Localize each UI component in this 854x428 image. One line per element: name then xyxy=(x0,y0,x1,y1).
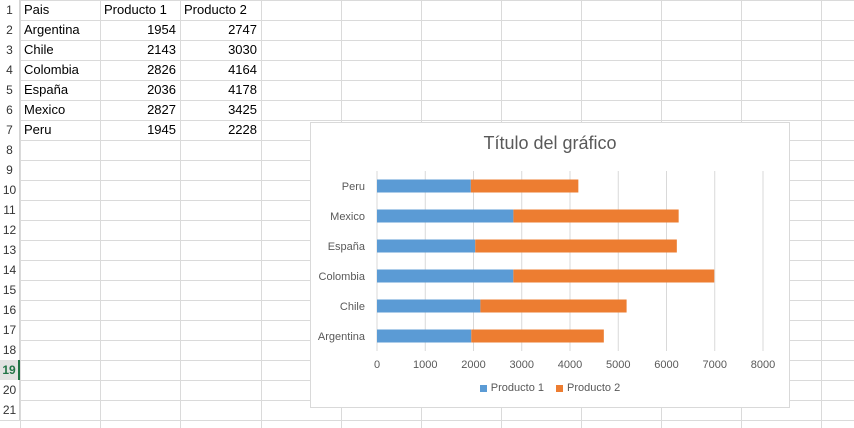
x-tick-label: 4000 xyxy=(558,359,582,371)
bar-mexico-producto-2[interactable] xyxy=(513,209,679,223)
x-tick-label: 7000 xyxy=(703,359,727,371)
data-cell[interactable]: 3030 xyxy=(228,42,257,57)
row-gridline xyxy=(0,40,854,41)
category-label: Argentina xyxy=(318,331,366,343)
bar-chile-producto-1[interactable] xyxy=(377,299,481,313)
chart-plot-area: 0 1000 2000 3000 4000 5000 6000 7000 8000 Argenti… xyxy=(318,171,775,371)
row-gridline xyxy=(0,20,854,21)
category-label: Colombia xyxy=(319,271,366,283)
row-header-11[interactable]: 11 xyxy=(0,200,20,220)
row-header-5[interactable]: 5 xyxy=(0,80,20,100)
legend-swatch xyxy=(479,384,487,392)
header-cell[interactable]: Pais xyxy=(24,2,50,17)
legend-item[interactable]: Producto 2 xyxy=(556,382,620,394)
bar-peru-producto-1[interactable] xyxy=(377,179,471,193)
x-tick-label: 6000 xyxy=(654,359,678,371)
row-header-16[interactable]: 16 xyxy=(0,300,20,320)
bar-mexico-producto-1[interactable] xyxy=(377,209,514,223)
chart-title[interactable]: Título del gráfico xyxy=(483,133,617,153)
row-header-12[interactable]: 12 xyxy=(0,220,20,240)
category-label: Chile xyxy=(340,301,365,313)
data-cell[interactable]: España xyxy=(24,82,69,97)
data-cell[interactable]: 4178 xyxy=(228,82,257,97)
bar-chile-producto-2[interactable] xyxy=(480,299,627,313)
row-header-9[interactable]: 9 xyxy=(0,160,20,180)
row-gridline xyxy=(0,120,854,121)
bar-españa-producto-2[interactable] xyxy=(475,239,677,253)
data-cell[interactable]: Colombia xyxy=(24,62,79,77)
bar-peru-producto-2[interactable] xyxy=(470,179,579,193)
data-cell[interactable]: Mexico xyxy=(24,102,66,117)
data-cell[interactable]: 3425 xyxy=(228,102,257,117)
column-gridline xyxy=(20,0,21,428)
x-tick-label: 3000 xyxy=(510,359,534,371)
row-gridline xyxy=(0,100,854,101)
row-header-17[interactable]: 17 xyxy=(0,320,20,340)
stacked-bar-chart[interactable]: Título del gráfico 0 1000 2000 3000 4000 5000… xyxy=(310,122,790,408)
category-label: España xyxy=(328,241,366,253)
row-header-18[interactable]: 18 xyxy=(0,340,20,360)
bar-argentina-producto-1[interactable] xyxy=(377,329,472,343)
data-cell[interactable]: Argentina xyxy=(24,22,80,37)
category-label: Peru xyxy=(342,181,365,193)
row-header-14[interactable]: 14 xyxy=(0,260,20,280)
column-gridline xyxy=(261,0,262,428)
legend-label: Producto 2 xyxy=(567,382,621,394)
bar-españa-producto-1[interactable] xyxy=(377,239,476,253)
data-cell[interactable]: 2036 xyxy=(147,82,176,97)
data-cell[interactable]: 4164 xyxy=(228,62,257,77)
row-header-4[interactable]: 4 xyxy=(0,60,20,80)
row-gridline xyxy=(0,60,854,61)
x-tick-label: 8000 xyxy=(751,359,775,371)
x-tick-label: 2000 xyxy=(461,359,485,371)
row-header-7[interactable]: 7 xyxy=(0,120,20,140)
x-tick-label: 1000 xyxy=(413,359,437,371)
column-gridline xyxy=(821,0,822,428)
chart-legend[interactable]: Producto 1 Producto 2 xyxy=(311,382,789,395)
column-gridline xyxy=(180,0,181,428)
legend-label: Producto 1 xyxy=(490,382,544,394)
row-header-2[interactable]: 2 xyxy=(0,20,20,40)
x-tick-label: 0 xyxy=(374,359,380,371)
header-cell[interactable]: Producto 1 xyxy=(104,2,167,17)
row-header-13[interactable]: 13 xyxy=(0,240,20,260)
row-header-10[interactable]: 10 xyxy=(0,180,20,200)
row-gridline xyxy=(0,0,854,1)
row-header-15[interactable]: 15 xyxy=(0,280,20,300)
row-header-1[interactable]: 1 xyxy=(0,0,20,20)
bar-argentina-producto-2[interactable] xyxy=(471,329,604,343)
x-tick-label: 5000 xyxy=(606,359,630,371)
row-header-8[interactable]: 8 xyxy=(0,140,20,160)
bar-colombia-producto-1[interactable] xyxy=(377,269,514,283)
data-cell[interactable]: 1954 xyxy=(147,22,176,37)
data-cell[interactable]: 2747 xyxy=(228,22,257,37)
row-header-6[interactable]: 6 xyxy=(0,100,20,120)
row-gridline xyxy=(0,420,854,421)
data-cell[interactable]: Peru xyxy=(24,122,52,137)
bar-colombia-producto-2[interactable] xyxy=(513,269,715,283)
row-header-20[interactable]: 20 xyxy=(0,380,20,400)
row-header-3[interactable]: 3 xyxy=(0,40,20,60)
data-cell[interactable]: 2228 xyxy=(228,122,257,137)
row-header-19[interactable]: 19 xyxy=(0,360,20,380)
row-gridline xyxy=(0,80,854,81)
header-cell[interactable]: Producto 2 xyxy=(184,2,247,17)
row-header-21[interactable]: 21 xyxy=(0,400,20,420)
legend-swatch xyxy=(556,384,563,392)
data-cell[interactable]: 2143 xyxy=(147,42,176,57)
data-cell[interactable]: 2826 xyxy=(147,62,176,77)
data-cell[interactable]: Chile xyxy=(24,42,54,57)
data-cell[interactable]: 2827 xyxy=(147,102,176,117)
data-cell[interactable]: 1945 xyxy=(147,122,176,137)
column-gridline xyxy=(100,0,101,428)
legend-item[interactable]: Producto 1 xyxy=(479,382,544,394)
category-label: Mexico xyxy=(330,211,365,223)
